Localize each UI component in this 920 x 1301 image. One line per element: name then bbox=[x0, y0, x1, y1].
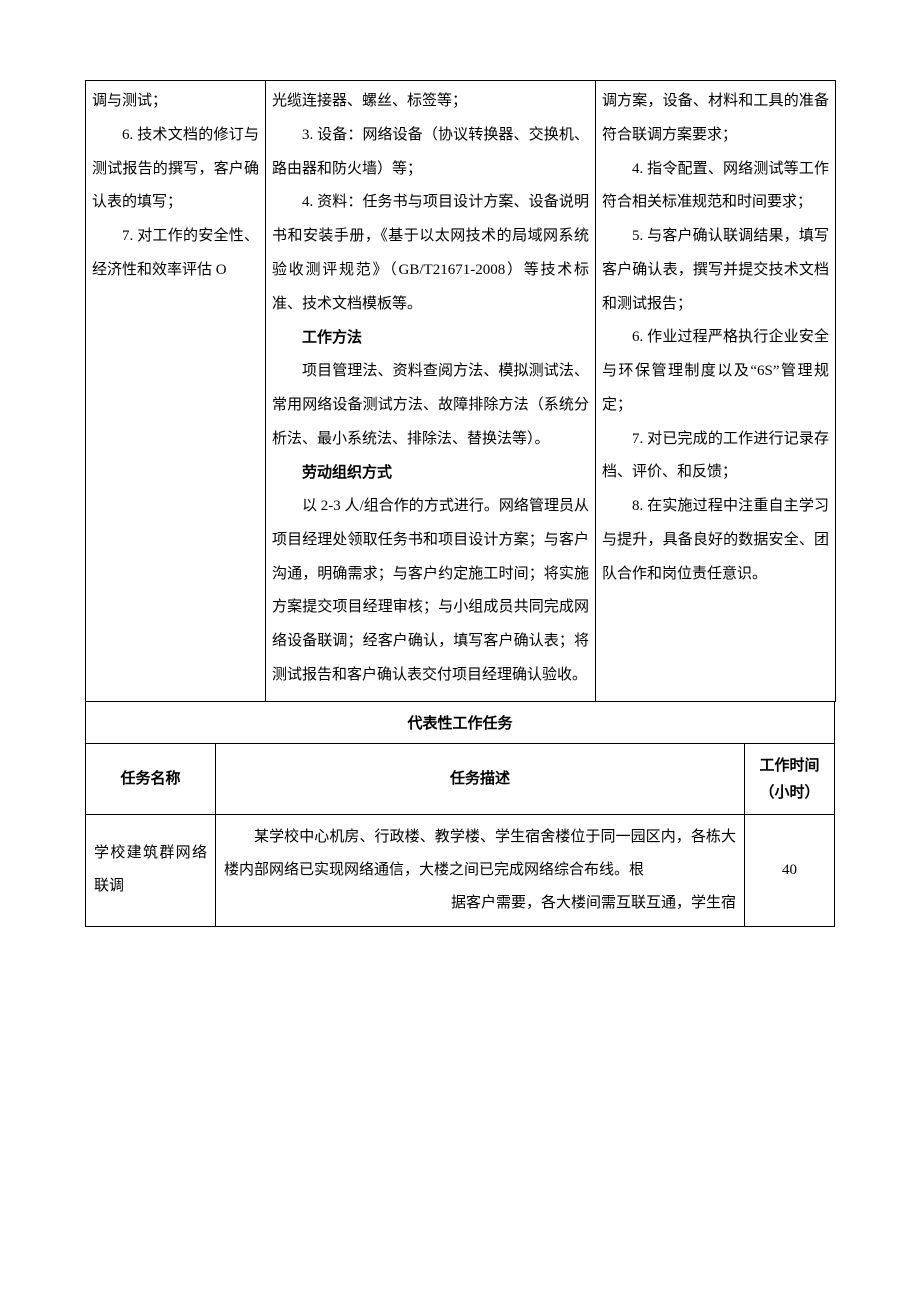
col3-p2: 4. 指令配置、网络测试等工作符合相关标准规范和时间要求； bbox=[602, 153, 829, 221]
tasks-header-time-l1: 工作时间 bbox=[749, 752, 830, 779]
col2-p2: 3. 设备：网络设备（协议转换器、交换机、路由器和防火墙）等； bbox=[272, 119, 589, 187]
col2-heading-methods: 工作方法 bbox=[272, 321, 589, 355]
task-desc-cell: 某学校中心机房、行政楼、教学楼、学生宿舍楼位于同一园区内，各栋大楼内部网络已实现… bbox=[216, 814, 745, 926]
task-name-cell: 学校建筑群网络联调 bbox=[86, 814, 216, 926]
top-cell-2: 光缆连接器、螺丝、标签等； 3. 设备：网络设备（协议转换器、交换机、路由器和防… bbox=[266, 81, 596, 702]
tasks-header-time: 工作时间 （小时） bbox=[745, 744, 835, 815]
col2-p4: 项目管理法、资料查阅方法、模拟测试法、常用网络设备测试方法、故障排除方法（系统分… bbox=[272, 355, 589, 456]
col1-p3: 7. 对工作的安全性、经济性和效率评估 O bbox=[92, 220, 259, 288]
col3-p1: 调方案，设备、材料和工具的准备符合联调方案要求； bbox=[602, 85, 829, 153]
task-time-cell: 40 bbox=[745, 814, 835, 926]
top-row: 调与测试； 6. 技术文档的修订与测试报告的撰写，客户确认表的填写； 7. 对工… bbox=[86, 81, 836, 702]
col2-heading-org: 劳动组织方式 bbox=[272, 456, 589, 490]
tasks-header-time-l2: （小时） bbox=[749, 779, 830, 806]
col1-p2: 6. 技术文档的修订与测试报告的撰写，客户确认表的填写； bbox=[92, 119, 259, 220]
col3-p4: 6. 作业过程严格执行企业安全与环保管理制度以及“6S”管理规定； bbox=[602, 321, 829, 422]
top-three-column-table: 调与测试； 6. 技术文档的修订与测试报告的撰写，客户确认表的填写； 7. 对工… bbox=[85, 80, 836, 702]
top-cell-3: 调方案，设备、材料和工具的准备符合联调方案要求； 4. 指令配置、网络测试等工作… bbox=[596, 81, 836, 702]
tasks-header-desc: 任务描述 bbox=[216, 744, 745, 815]
col3-p5: 7. 对已完成的工作进行记录存档、评价、和反馈； bbox=[602, 423, 829, 491]
representative-tasks-banner: 代表性工作任务 bbox=[85, 702, 835, 744]
col2-p5: 以 2-3 人/组合作的方式进行。网络管理员从项目经理处领取任务书和项目设计方案… bbox=[272, 490, 589, 693]
tasks-header-name: 任务名称 bbox=[86, 744, 216, 815]
task-desc-p1: 某学校中心机房、行政楼、教学楼、学生宿舍楼位于同一园区内，各栋大楼内部网络已实现… bbox=[224, 821, 736, 887]
banner-title: 代表性工作任务 bbox=[86, 702, 835, 744]
task-desc-p2: 据客户需要，各大楼间需互联互通，学生宿 bbox=[224, 887, 736, 920]
col2-p3: 4. 资料：任务书与项目设计方案、设备说明书和安装手册，《基于以太网技术的局域网… bbox=[272, 186, 589, 321]
col2-p1: 光缆连接器、螺丝、标签等； bbox=[272, 85, 589, 119]
tasks-header-row: 任务名称 任务描述 工作时间 （小时） bbox=[86, 744, 835, 815]
table-row: 学校建筑群网络联调 某学校中心机房、行政楼、教学楼、学生宿舍楼位于同一园区内，各… bbox=[86, 814, 835, 926]
tasks-table: 任务名称 任务描述 工作时间 （小时） 学校建筑群网络联调 某学校中心机房、行政… bbox=[85, 744, 835, 927]
top-cell-1: 调与测试； 6. 技术文档的修订与测试报告的撰写，客户确认表的填写； 7. 对工… bbox=[86, 81, 266, 702]
col3-p6: 8. 在实施过程中注重自主学习与提升，具备良好的数据安全、团队合作和岗位责任意识… bbox=[602, 490, 829, 591]
col3-p3: 5. 与客户确认联调结果，填写客户确认表，撰写并提交技术文档和测试报告； bbox=[602, 220, 829, 321]
col1-p1: 调与测试； bbox=[92, 85, 259, 119]
